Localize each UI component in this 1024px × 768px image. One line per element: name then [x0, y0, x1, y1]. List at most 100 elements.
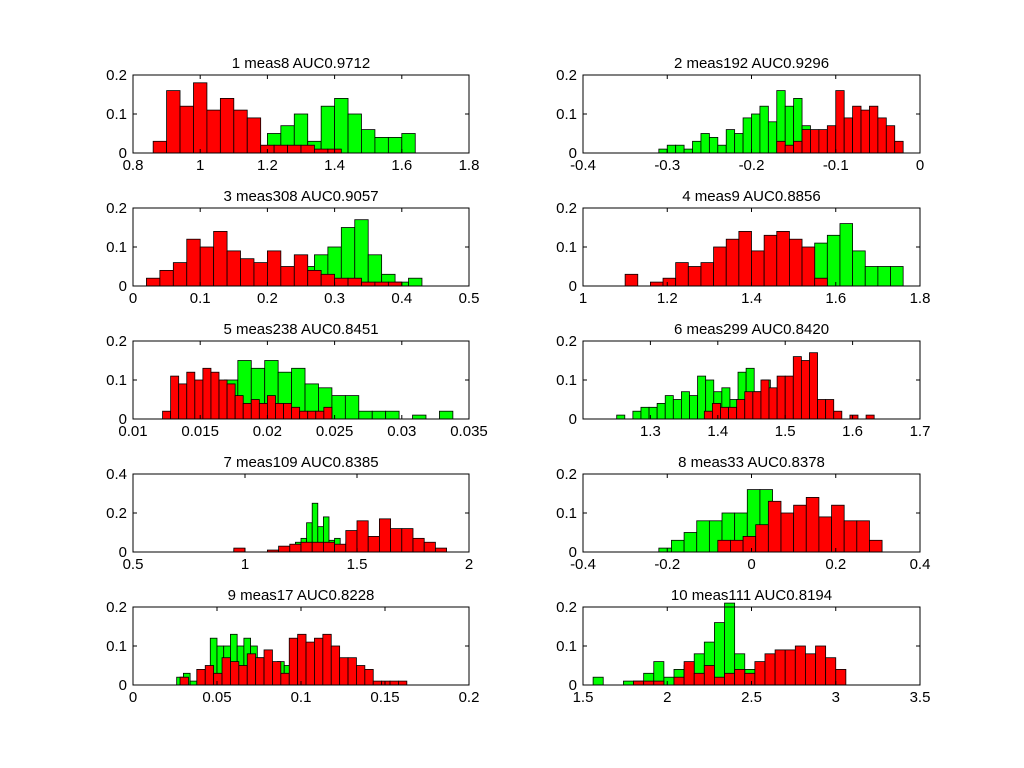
red-bar — [283, 402, 292, 420]
red-bar — [835, 90, 845, 154]
x-tick-label: -0.1 — [823, 157, 849, 174]
green-bar — [683, 148, 693, 154]
red-bar — [774, 649, 786, 686]
red-bar — [253, 262, 268, 287]
red-bar — [297, 633, 307, 686]
green-bar — [759, 105, 769, 154]
subplot-title: 2 meas192 AUC0.9296 — [674, 55, 829, 72]
red-bar — [784, 375, 794, 420]
subplot-7: 0.5 1 1.5 2 0 0.2 0.4 7 meas109 AUC0.8385 — [106, 454, 473, 573]
red-bar — [843, 117, 853, 154]
y-tick-label: 0.1 — [106, 239, 127, 256]
x-tick-label: 0.1 — [291, 689, 312, 706]
series-red — [146, 230, 403, 287]
y-tick-label: 0.1 — [556, 239, 577, 256]
red-bar — [767, 500, 782, 553]
red-bar — [752, 391, 762, 420]
red-bar — [643, 680, 655, 686]
x-tick-label: 3.5 — [910, 689, 931, 706]
green-bar — [663, 676, 675, 686]
subplot-title: 9 meas17 AUC0.8228 — [228, 587, 375, 604]
red-bar — [713, 246, 727, 287]
y-tick-label: 0.1 — [106, 372, 127, 389]
red-bar — [272, 661, 282, 686]
red-bar — [314, 148, 329, 154]
green-bar — [387, 136, 403, 154]
green-bar — [623, 680, 634, 686]
green-bar — [734, 133, 744, 154]
x-tick-label: 2.5 — [741, 689, 762, 706]
red-bar — [226, 383, 236, 420]
red-bar — [434, 547, 447, 553]
red-bar — [289, 543, 302, 553]
red-bar — [300, 541, 313, 553]
x-tick-label: 3 — [832, 689, 840, 706]
x-tick-label: 0.03 — [387, 423, 416, 440]
red-bar — [742, 536, 757, 553]
red-bar — [378, 518, 391, 553]
series-red — [152, 82, 342, 154]
series-red — [179, 633, 408, 686]
red-bar — [347, 277, 362, 287]
red-bar — [744, 672, 756, 686]
green-bar — [681, 391, 690, 420]
red-bar — [894, 140, 904, 154]
red-bar — [852, 105, 862, 154]
red-bar — [728, 406, 738, 420]
red-bar — [877, 117, 887, 154]
green-bar — [717, 144, 727, 154]
x-tick-label: 1.7 — [910, 423, 931, 440]
red-bar — [345, 530, 358, 553]
red-bar — [780, 512, 795, 553]
red-bar — [193, 82, 208, 154]
green-bar — [385, 410, 400, 420]
x-tick-label: 0.1 — [190, 290, 211, 307]
x-tick-label: 1.8 — [910, 290, 931, 307]
red-bar — [146, 277, 161, 287]
x-tick-label: 0.02 — [253, 423, 282, 440]
green-bar — [401, 133, 416, 154]
subplot-5: 0.01 0.015 0.02 0.025 0.03 0.035 0 0.1 0.2 5 meas… — [106, 321, 488, 440]
green-bar — [864, 266, 879, 287]
red-bar — [206, 109, 221, 154]
red-bar — [734, 669, 746, 686]
red-bar — [865, 414, 875, 420]
green-bar — [664, 395, 674, 420]
y-tick-label: 0 — [119, 677, 127, 694]
x-tick-label: 0.4 — [391, 290, 412, 307]
red-bar — [809, 352, 818, 420]
red-bar — [675, 262, 689, 287]
red-bar — [334, 277, 349, 287]
red-bar — [314, 637, 324, 686]
red-bar — [810, 129, 820, 154]
red-bar — [712, 402, 721, 420]
red-bar — [258, 402, 268, 420]
red-bar — [280, 266, 295, 287]
red-bar — [776, 375, 786, 420]
green-bar — [361, 129, 376, 154]
red-bar — [817, 399, 827, 420]
red-bar — [159, 269, 174, 287]
red-bar — [724, 672, 736, 686]
x-tick-label: 0 — [129, 689, 137, 706]
green-bar — [189, 680, 198, 686]
x-tick-label: -0.4 — [570, 556, 596, 573]
red-bar — [831, 504, 845, 553]
red-bar — [703, 410, 713, 420]
green-bar — [826, 234, 841, 287]
red-bar — [322, 633, 332, 686]
green-bar — [852, 250, 866, 287]
y-tick-label: 0.1 — [556, 372, 577, 389]
green-bar — [890, 266, 904, 287]
x-tick-label: 1.2 — [257, 157, 278, 174]
red-bar — [339, 657, 349, 686]
subplot-4: 1 1.2 1.4 1.6 1.8 0 0.1 0.2 4 meas9 AUC0.8856 — [556, 188, 930, 307]
y-tick-label: 0 — [569, 544, 577, 561]
red-bar — [196, 669, 206, 686]
green-bar — [675, 144, 685, 154]
x-tick-label: 1.5 — [347, 556, 368, 573]
y-tick-label: 0.2 — [106, 333, 127, 350]
red-bar — [792, 356, 802, 420]
green-bar — [751, 113, 761, 154]
red-bar — [825, 399, 835, 420]
